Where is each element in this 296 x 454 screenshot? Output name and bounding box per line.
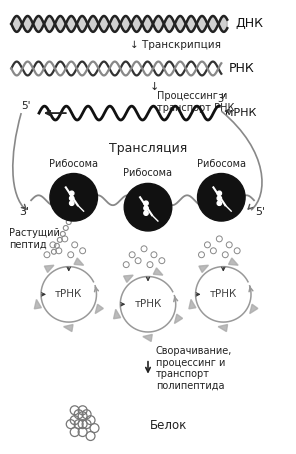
Text: 3': 3' bbox=[19, 207, 29, 217]
Text: ДНК: ДНК bbox=[235, 17, 263, 30]
Polygon shape bbox=[250, 304, 258, 314]
Polygon shape bbox=[44, 265, 54, 272]
Polygon shape bbox=[143, 335, 152, 341]
Circle shape bbox=[144, 211, 148, 215]
Polygon shape bbox=[64, 325, 73, 331]
Text: 5': 5' bbox=[255, 207, 265, 217]
Text: Процессинг и
транспорт РНК: Процессинг и транспорт РНК bbox=[157, 91, 234, 113]
Circle shape bbox=[124, 183, 172, 231]
Polygon shape bbox=[124, 275, 133, 282]
Text: Сворачивание,
процессинг и
транспорт
полипептида: Сворачивание, процессинг и транспорт пол… bbox=[156, 346, 232, 391]
Text: Рибосома: Рибосома bbox=[123, 168, 173, 178]
Polygon shape bbox=[95, 304, 103, 314]
Polygon shape bbox=[34, 300, 41, 309]
Circle shape bbox=[70, 196, 74, 201]
Circle shape bbox=[70, 191, 74, 196]
Polygon shape bbox=[174, 314, 183, 324]
Circle shape bbox=[217, 196, 221, 201]
Circle shape bbox=[217, 191, 221, 196]
Text: РНК: РНК bbox=[229, 62, 255, 75]
Text: ↓ Транскрипция: ↓ Транскрипция bbox=[130, 40, 221, 50]
Circle shape bbox=[144, 201, 148, 205]
Circle shape bbox=[144, 206, 148, 210]
Polygon shape bbox=[218, 325, 228, 331]
Text: тРНК: тРНК bbox=[55, 289, 82, 299]
Text: Рибосома: Рибосома bbox=[49, 158, 98, 168]
Polygon shape bbox=[199, 265, 208, 272]
Circle shape bbox=[50, 173, 97, 221]
Text: мРНК: мРНК bbox=[225, 108, 257, 118]
Text: Трансляция: Трансляция bbox=[109, 142, 187, 155]
Circle shape bbox=[217, 201, 221, 205]
Circle shape bbox=[70, 201, 74, 205]
Text: 3': 3' bbox=[217, 94, 226, 104]
Text: тРНК: тРНК bbox=[134, 299, 162, 309]
Circle shape bbox=[197, 173, 245, 221]
Polygon shape bbox=[153, 268, 163, 275]
Text: Рибосома: Рибосома bbox=[197, 158, 246, 168]
Polygon shape bbox=[114, 309, 121, 319]
Polygon shape bbox=[189, 300, 196, 309]
Polygon shape bbox=[229, 258, 238, 265]
Polygon shape bbox=[74, 258, 83, 265]
Text: Растущий
пептид: Растущий пептид bbox=[9, 228, 60, 250]
Text: 5': 5' bbox=[21, 101, 31, 111]
Text: ↓: ↓ bbox=[149, 82, 159, 92]
Text: тРНК: тРНК bbox=[210, 289, 237, 299]
Text: Белок: Белок bbox=[150, 419, 187, 432]
